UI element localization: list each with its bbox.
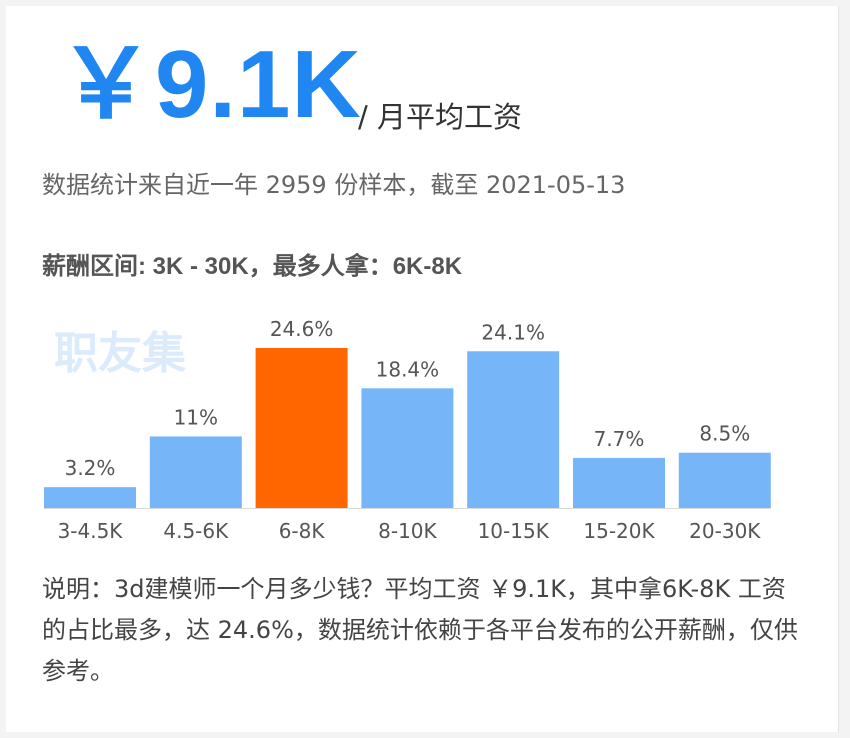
average-salary-value: ￥9.1K bbox=[58, 31, 362, 138]
watermark-logo: 职友集 bbox=[54, 328, 186, 379]
x-tick-label: 8-10K bbox=[378, 519, 437, 543]
bar-20-30K bbox=[678, 452, 771, 508]
average-salary-label: / 月平均工资 bbox=[358, 97, 522, 137]
average-salary-separator: / bbox=[358, 100, 368, 134]
salary-range: 薪酬区间: 3K - 30K，最多人拿：6K-8K bbox=[42, 253, 463, 280]
bar-10-15K bbox=[467, 351, 560, 508]
chart-note: 说明：3d建模师一个月多少钱？平均工资 ￥9.1K，其中拿6K-8K 工资的占比… bbox=[42, 575, 798, 685]
bar-15-20K bbox=[573, 457, 665, 508]
salary-distribution-chart: 3.2% 3-4.5K 11% 4.5-6K 24.6% 6-8K 18.4% 8-10K 24… bbox=[44, 317, 771, 543]
bar-8-10K bbox=[361, 388, 454, 508]
x-tick-label: 15-20K bbox=[583, 519, 655, 543]
bar-value-label: 24.6% bbox=[270, 317, 334, 341]
x-tick-label: 20-30K bbox=[689, 519, 761, 543]
bar-value-label: 24.1% bbox=[481, 320, 545, 344]
average-salary-caption: 月平均工资 bbox=[377, 100, 523, 134]
salary-card bbox=[6, 6, 839, 732]
x-tick-label: 10-15K bbox=[478, 519, 550, 543]
bar-value-label: 11% bbox=[174, 405, 218, 429]
x-tick-label: 4.5-6K bbox=[163, 519, 229, 543]
bar-6-8K bbox=[255, 348, 348, 508]
bar-value-label: 8.5% bbox=[699, 422, 750, 446]
bar-4.5-6K bbox=[149, 436, 242, 508]
bar-value-label: 3.2% bbox=[65, 456, 116, 480]
bar-value-label: 7.7% bbox=[594, 427, 645, 451]
x-tick-label: 3-4.5K bbox=[58, 519, 124, 543]
sample-info: 数据统计来自近一年 2959 份样本，截至 2021-05-13 bbox=[42, 171, 626, 199]
bar-3-4.5K bbox=[44, 487, 136, 508]
bar-value-label: 18.4% bbox=[376, 357, 440, 381]
x-tick-label: 6-8K bbox=[279, 519, 326, 543]
